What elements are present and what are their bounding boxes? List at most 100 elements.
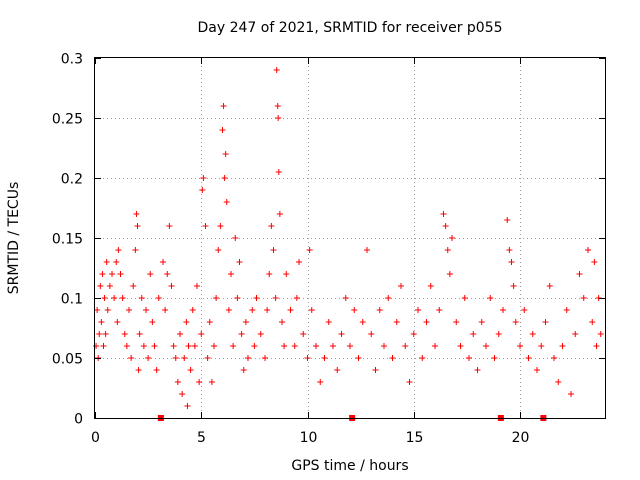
data-point [555, 379, 562, 385]
data-point [283, 271, 290, 277]
data-point [342, 295, 349, 301]
data-point [338, 331, 345, 337]
data-point [487, 295, 494, 301]
data-point [213, 295, 220, 301]
data-point [517, 343, 523, 349]
data-point [196, 379, 203, 385]
data-point [398, 283, 404, 289]
data-point [351, 307, 358, 313]
data-point [225, 307, 232, 313]
data-point [106, 283, 113, 289]
data-point [164, 271, 171, 277]
plot-frame [94, 57, 606, 419]
data-points [93, 67, 604, 409]
data-point [94, 307, 101, 313]
data-point [181, 355, 188, 361]
data-point [170, 343, 177, 349]
data-point [381, 343, 387, 349]
x-tick-label: 15 [406, 430, 424, 446]
data-point [153, 367, 160, 373]
data-point [510, 283, 517, 289]
data-point [101, 295, 108, 301]
data-point [251, 343, 258, 349]
data-point [406, 379, 413, 385]
data-point [145, 355, 152, 361]
data-point [253, 295, 260, 301]
chart-title: Day 247 of 2021, SRMTID for receiver p05… [197, 20, 502, 36]
data-point [347, 343, 353, 349]
data-point [168, 283, 175, 289]
data-point [551, 355, 557, 361]
data-point [155, 295, 162, 301]
x-tick-label: 20 [512, 430, 530, 446]
data-point [529, 331, 536, 337]
data-point [272, 295, 279, 301]
data-point [103, 259, 110, 265]
data-point [355, 355, 362, 361]
data-point [521, 307, 528, 313]
data-point [119, 295, 126, 301]
data-point [138, 295, 145, 301]
data-point [466, 355, 472, 361]
y-tick-label: 0.25 [52, 112, 83, 128]
y-tick-label: 0.05 [52, 352, 83, 368]
data-point [572, 331, 579, 337]
data-point [491, 355, 498, 361]
data-point [330, 343, 336, 349]
data-point [109, 271, 115, 277]
data-point [264, 307, 271, 313]
data-point [104, 307, 111, 313]
data-point [242, 319, 249, 325]
data-point [184, 403, 191, 409]
data-point [317, 379, 324, 385]
data-point [222, 151, 229, 157]
data-point [385, 295, 392, 301]
data-point [160, 259, 166, 265]
data-point [234, 295, 241, 301]
data-point [149, 319, 156, 325]
y-tick-label: 0 [74, 412, 83, 428]
data-point [495, 331, 502, 337]
data-point [238, 331, 245, 337]
data-point [187, 367, 194, 373]
data-point [304, 355, 311, 361]
data-point [100, 343, 107, 349]
data-point [542, 319, 549, 325]
data-point [121, 331, 128, 337]
data-point [143, 307, 149, 313]
data-point [117, 271, 124, 277]
data-point [296, 259, 302, 265]
data-point [291, 343, 298, 349]
data-point [508, 259, 515, 265]
data-point [483, 343, 489, 349]
data-point [220, 103, 227, 109]
data-point [580, 295, 587, 301]
data-point [506, 247, 513, 253]
y-tick-label: 0.2 [61, 172, 83, 188]
data-point [512, 319, 519, 325]
data-point [321, 355, 328, 361]
data-point [111, 295, 118, 301]
x-tick-label: 0 [91, 430, 100, 446]
data-point [126, 307, 132, 313]
data-point [273, 67, 280, 73]
data-point [236, 259, 243, 265]
data-point [359, 319, 366, 325]
data-point [415, 307, 421, 313]
data-point [128, 355, 135, 361]
data-point [115, 247, 122, 253]
data-point [591, 259, 598, 265]
x-tick-label: 5 [197, 430, 206, 446]
data-point [585, 247, 591, 253]
data-point [93, 343, 100, 349]
data-point [500, 307, 506, 313]
data-point [444, 247, 451, 253]
data-point [102, 331, 109, 337]
data-point [275, 169, 282, 175]
data-point [563, 307, 570, 313]
data-point [293, 295, 300, 301]
data-point [423, 319, 430, 325]
data-point [96, 331, 103, 337]
data-point [393, 319, 400, 325]
data-point [559, 343, 566, 349]
